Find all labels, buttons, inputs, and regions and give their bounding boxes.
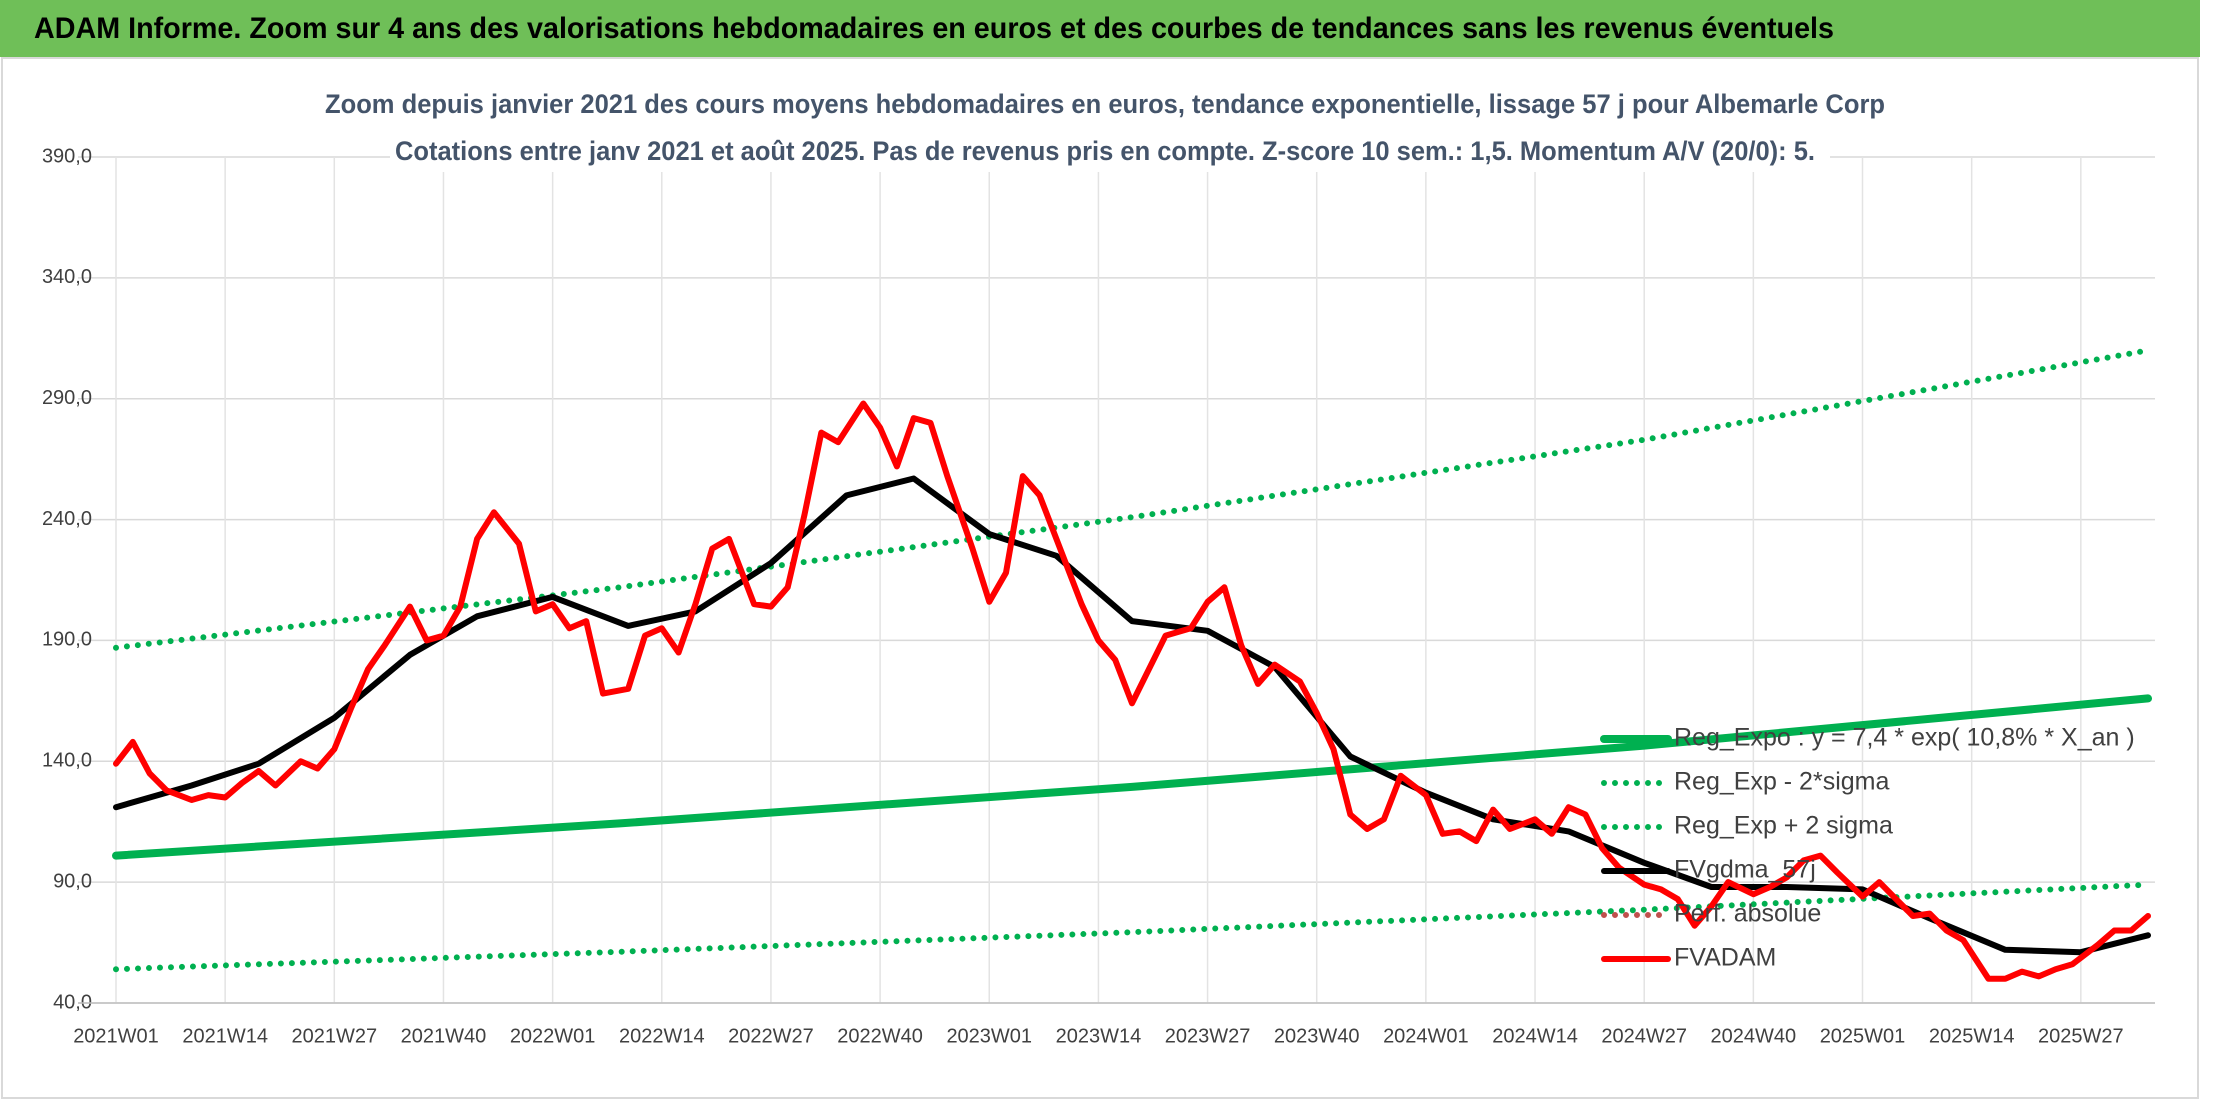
subtitle-background [390,136,1830,172]
y-tick-label: 340,0 [42,266,92,288]
x-tick-label: 2023W01 [946,1025,1032,1047]
chart-title: Zoom depuis janvier 2021 des cours moyen… [325,89,1885,119]
x-tick-label: 2024W27 [1601,1025,1687,1047]
x-tick-label: 2025W14 [1929,1025,2015,1047]
x-tick-label: 2025W27 [2038,1025,2124,1047]
chart-frame [1,57,2199,1099]
chart-subtitle: Cotations entre janv 2021 et août 2025. … [395,136,1815,166]
x-tick-label: 2021W14 [182,1025,268,1047]
y-tick-label: 290,0 [42,387,92,409]
x-tick-label: 2021W01 [73,1025,159,1047]
y-tick-label: 190,0 [42,629,92,651]
x-tick-label: 2023W40 [1274,1025,1360,1047]
header-title: ADAM Informe. Zoom sur 4 ans des valoris… [34,12,1834,45]
x-tick-label: 2022W01 [510,1025,596,1047]
series-line [113,347,2151,651]
legend-label: Reg_Expo : y = 7,4 * exp( 10,8% * X_an ) [1674,724,2135,752]
y-tick-label: 90,0 [53,870,92,892]
legend-label: FVADAM [1674,944,1776,972]
x-tick-label: 2024W14 [1492,1025,1578,1047]
x-tick-label: 2021W40 [401,1025,487,1047]
x-tick-label: 2025W01 [1820,1025,1906,1047]
series-line [113,400,2151,982]
legend-label: Reg_Exp + 2 sigma [1674,812,1893,840]
x-tick-label: 2023W14 [1056,1025,1142,1047]
x-tick-label: 2023W27 [1165,1025,1251,1047]
x-tick-label: 2022W14 [619,1025,705,1047]
y-tick-label: 40,0 [53,991,92,1013]
series-line [113,475,2151,956]
x-tick-label: 2021W27 [292,1025,378,1047]
legend-label: FVgdma_57j [1674,856,1816,884]
legend-label: Perf. absolue [1674,900,1821,928]
y-tick-label: 390,0 [42,145,92,167]
header-bar [0,0,2200,57]
x-tick-label: 2022W40 [837,1025,923,1047]
x-tick-label: 2024W40 [1711,1025,1797,1047]
x-tick-label: 2022W27 [728,1025,814,1047]
legend-label: Reg_Exp - 2*sigma [1674,768,1889,796]
x-tick-label: 2024W01 [1383,1025,1469,1047]
y-tick-label: 140,0 [42,750,92,772]
series-line [112,694,2152,860]
y-tick-label: 240,0 [42,508,92,530]
